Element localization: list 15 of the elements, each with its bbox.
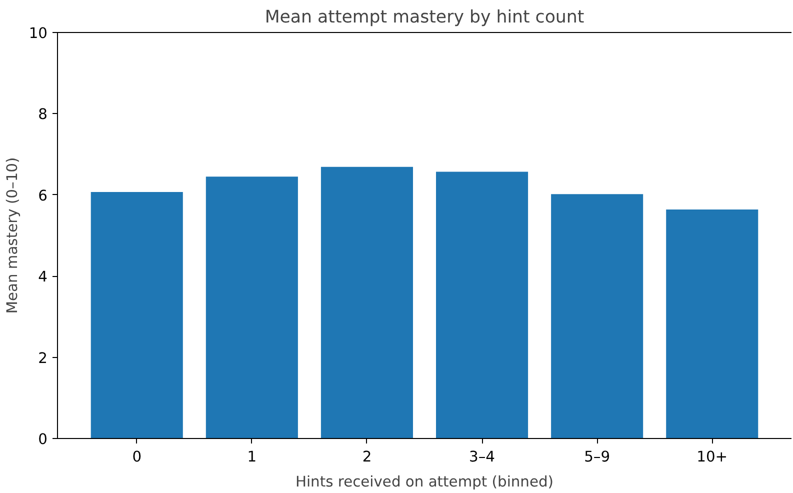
x-axis-title: Hints received on attempt (binned)	[295, 474, 554, 490]
x-tick-label: 5–9	[584, 448, 610, 466]
x-tick-label: 2	[362, 448, 372, 466]
chart-title: Mean attempt mastery by hint count	[264, 8, 584, 28]
y-tick-label: 10	[28, 25, 48, 42]
y-tick-label: 8	[38, 106, 48, 124]
y-tick-label: 2	[38, 350, 48, 367]
x-tick-label: 10+	[696, 448, 728, 466]
x-tick-label: 3–4	[469, 448, 496, 466]
y-tick-label: 4	[38, 268, 48, 286]
y-tick-label: 6	[38, 187, 48, 204]
x-tick-label: 1	[247, 448, 257, 466]
y-axis-title: Mean mastery (0–10)	[4, 157, 21, 314]
x-tick-label: 0	[132, 448, 142, 466]
y-tick-label: 0	[38, 431, 48, 448]
